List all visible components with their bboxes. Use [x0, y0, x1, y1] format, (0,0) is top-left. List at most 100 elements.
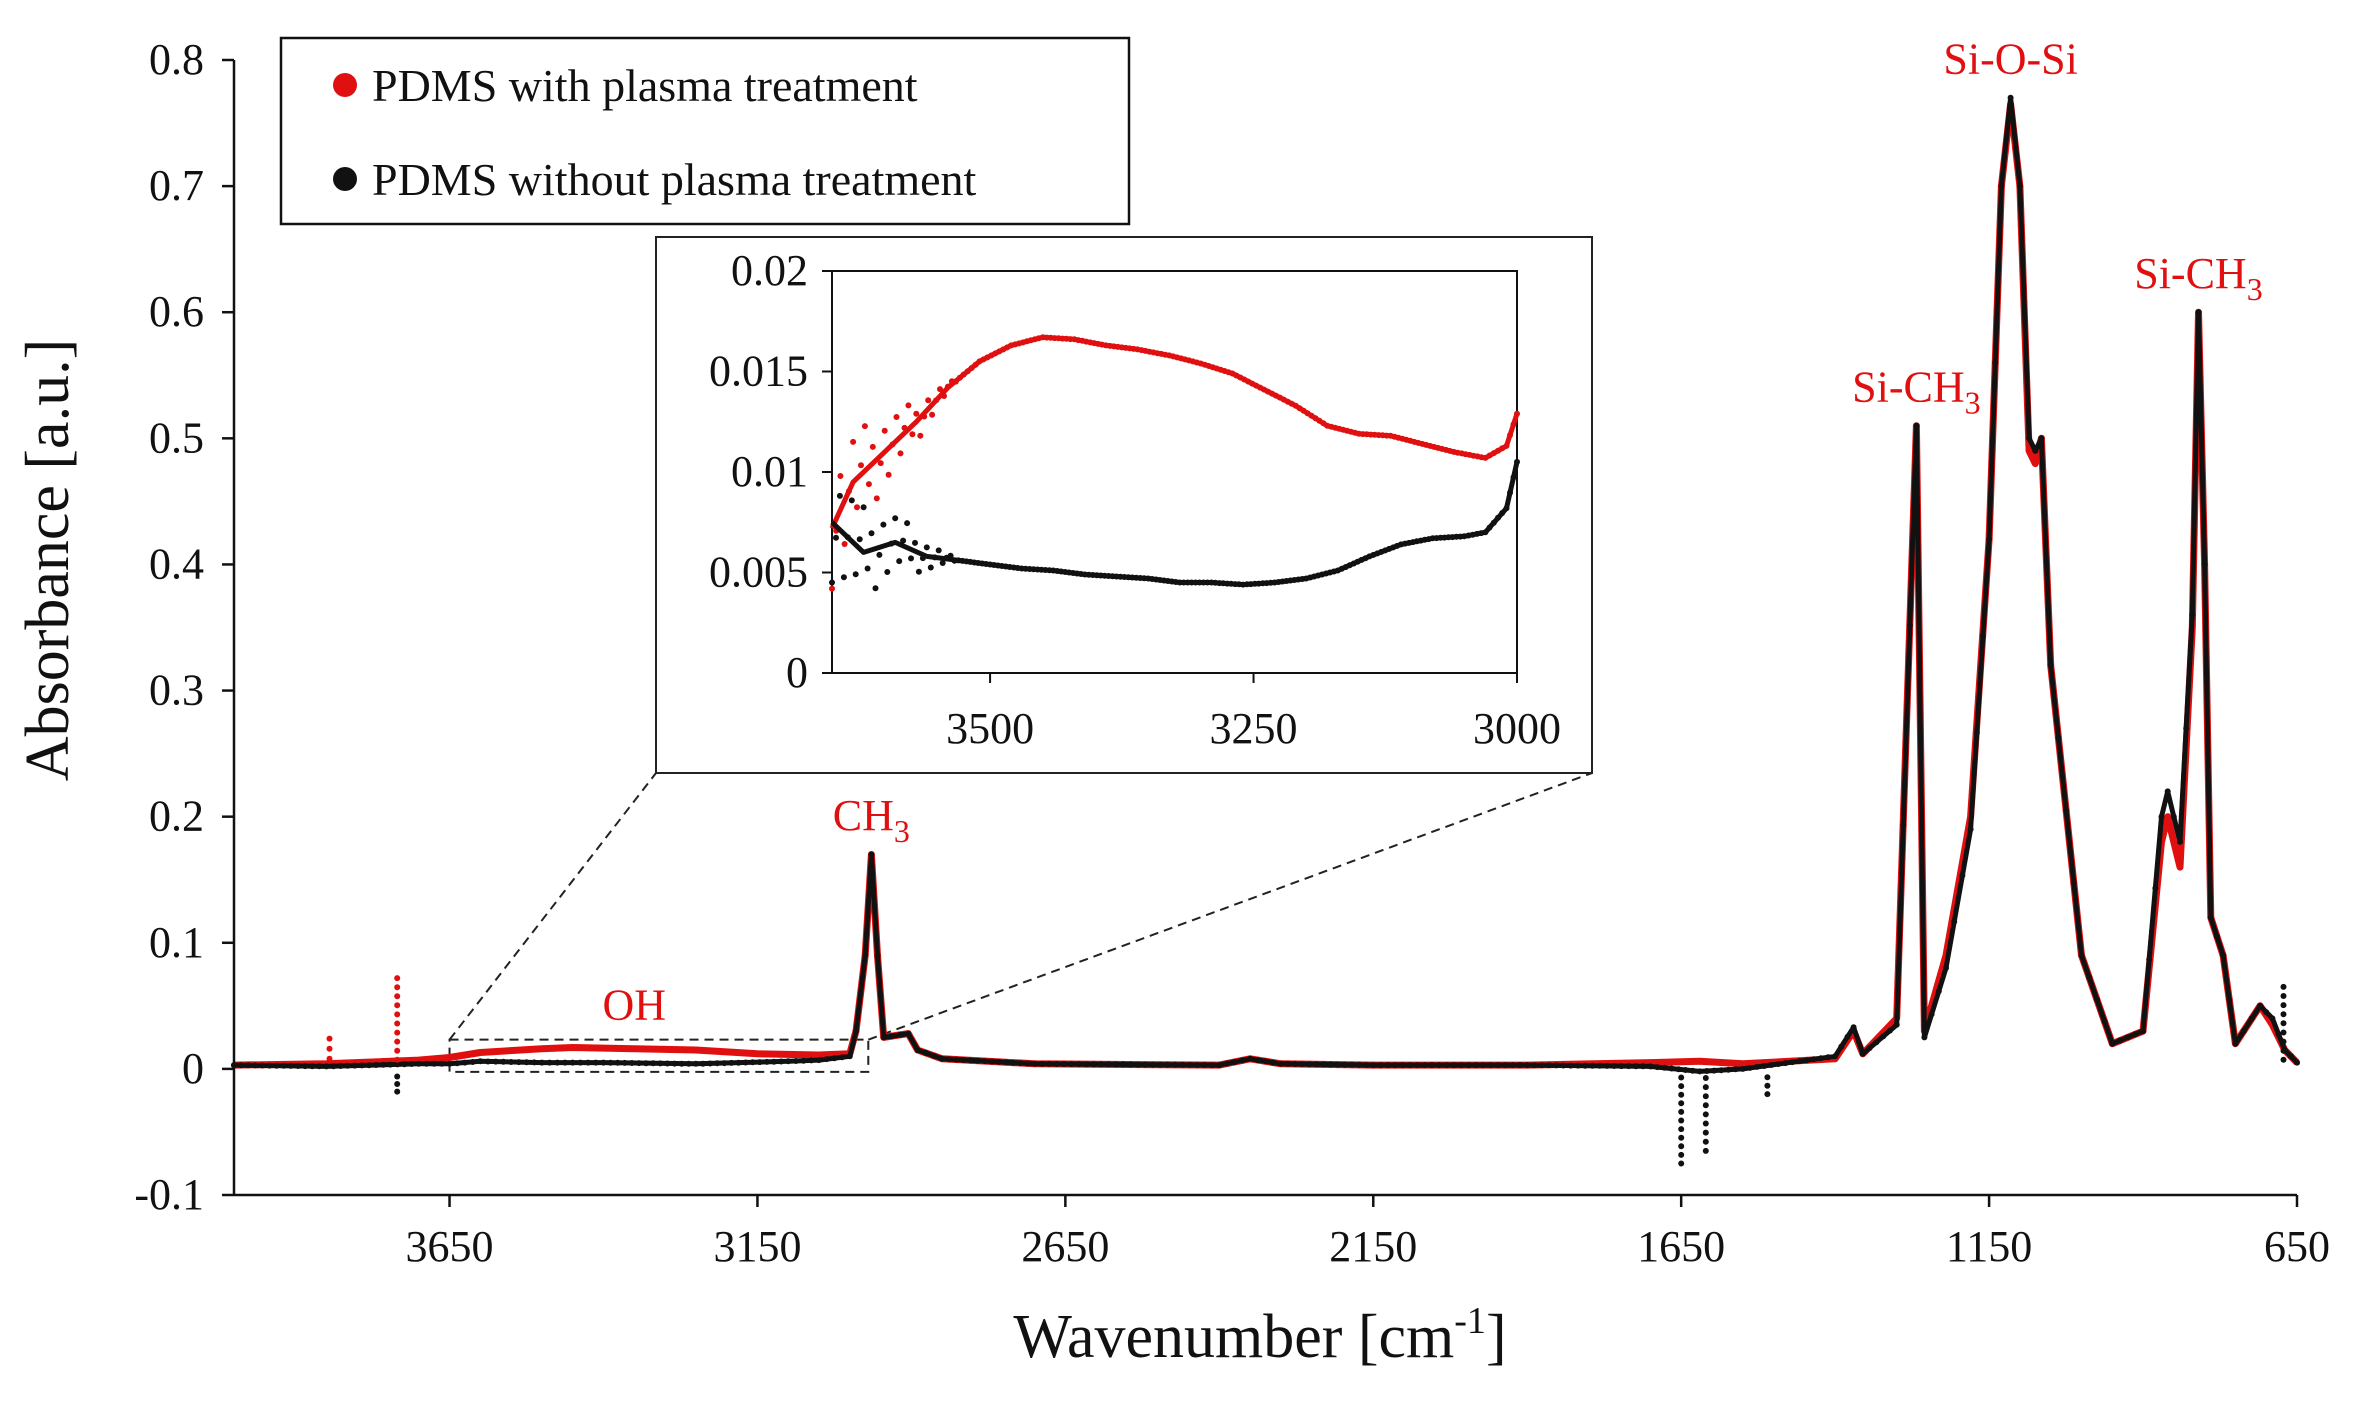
data-point	[2026, 447, 2033, 454]
data-point	[646, 1046, 653, 1052]
inset-x-tick-label: 3250	[1210, 704, 1298, 753]
data-point	[538, 1045, 545, 1052]
inset-data-point	[865, 481, 872, 488]
data-point	[1943, 965, 1949, 971]
inset-data-point	[1490, 519, 1497, 526]
data-point	[939, 1055, 946, 1062]
x-tick-label: 1650	[1637, 1222, 1725, 1271]
data-point	[1761, 1063, 1768, 1069]
inset-data-point	[1499, 510, 1506, 516]
data-point	[531, 1059, 538, 1066]
data-point	[1603, 1062, 1610, 1069]
inset-data-point	[861, 423, 868, 430]
inset-data-point	[941, 393, 947, 399]
data-point	[1675, 1066, 1682, 1073]
inset-data-point	[901, 424, 908, 431]
data-point	[721, 1060, 728, 1067]
data-point	[469, 1059, 476, 1065]
data-point	[1341, 1061, 1348, 1068]
data-point	[1142, 1061, 1149, 1068]
data-point	[1696, 1058, 1703, 1065]
data-point	[415, 1060, 422, 1067]
inset-data-point	[1510, 474, 1517, 481]
data-point	[664, 1060, 671, 1067]
x-tick-label: 2650	[1021, 1222, 1109, 1271]
legend-item: PDMS with plasma treatment	[333, 60, 918, 111]
data-point	[2170, 838, 2177, 845]
data-point	[2055, 734, 2062, 741]
inset-data-point	[896, 558, 903, 565]
data-point	[1377, 1062, 1384, 1069]
outlier-point	[394, 1002, 401, 1009]
outlier-point	[1702, 1129, 1709, 1136]
data-point	[1973, 729, 1980, 736]
data-point	[981, 1058, 988, 1065]
y-tick-label: 0.1	[149, 918, 204, 967]
data-point	[1979, 632, 1986, 639]
inset-data-point	[917, 432, 924, 439]
data-point	[577, 1044, 584, 1051]
outlier-point	[394, 984, 401, 991]
data-point	[1546, 1062, 1552, 1069]
inset-data-point	[873, 495, 880, 502]
inset-data-point	[1503, 442, 1510, 449]
data-point	[771, 1058, 777, 1065]
data-point	[2140, 1028, 2146, 1035]
data-point	[2170, 813, 2177, 820]
data-point	[554, 1059, 561, 1066]
data-point	[562, 1044, 568, 1051]
data-point	[438, 1060, 445, 1067]
data-point	[1873, 1039, 1880, 1046]
data-point	[1216, 1062, 1223, 1069]
x-axis-title-end: ]	[1486, 1303, 1507, 1371]
data-point	[700, 1060, 706, 1067]
outlier-point	[394, 1038, 401, 1045]
data-point	[1112, 1061, 1119, 1068]
data-point	[387, 1061, 394, 1068]
x-axis-title: Wavenumber [cm-1]	[1013, 1300, 1506, 1371]
data-point	[423, 1060, 430, 1067]
data-point	[1582, 1062, 1589, 1069]
data-point	[2287, 1053, 2294, 1060]
outlier-point	[1764, 1074, 1771, 1081]
y-tick-label: 0.4	[149, 539, 204, 588]
data-point	[431, 1060, 438, 1067]
data-point	[1363, 1062, 1370, 1068]
data-point	[823, 1051, 830, 1058]
data-point	[831, 1055, 838, 1062]
outlier-point	[394, 1088, 401, 1095]
data-point	[846, 1053, 853, 1060]
inset-data-point	[952, 378, 959, 385]
data-point	[2183, 725, 2190, 732]
data-point	[485, 1058, 491, 1065]
outlier-spike	[394, 975, 401, 1063]
outlier-point	[394, 993, 401, 1000]
data-point	[1135, 1061, 1141, 1068]
outlier-point	[1678, 1108, 1685, 1115]
x-tick-label: 3150	[713, 1222, 801, 1271]
data-point	[592, 1059, 599, 1066]
data-point	[461, 1059, 468, 1066]
data-point	[344, 1062, 351, 1069]
data-point	[1509, 1062, 1516, 1069]
data-point	[1832, 1053, 1839, 1060]
data-point	[1179, 1061, 1186, 1068]
data-point	[800, 1051, 807, 1058]
peak-label: Si-CH3	[2134, 249, 2262, 307]
data-point	[853, 1028, 859, 1035]
outlier-point	[1678, 1117, 1685, 1124]
data-point	[1231, 1059, 1238, 1065]
data-point	[477, 1049, 484, 1056]
y-axis-title: Absorbance [a.u.]	[14, 339, 82, 781]
data-point	[1392, 1062, 1399, 1069]
data-point	[996, 1058, 1002, 1065]
data-point	[2078, 952, 2085, 959]
data-point	[685, 1060, 692, 1067]
x-tick-label: 1150	[1946, 1222, 2032, 1271]
inset-data-point	[848, 497, 855, 504]
data-point	[600, 1059, 607, 1066]
outlier-point	[394, 1047, 401, 1054]
data-point	[316, 1063, 323, 1070]
data-point	[723, 1048, 730, 1055]
data-point	[839, 1054, 846, 1061]
